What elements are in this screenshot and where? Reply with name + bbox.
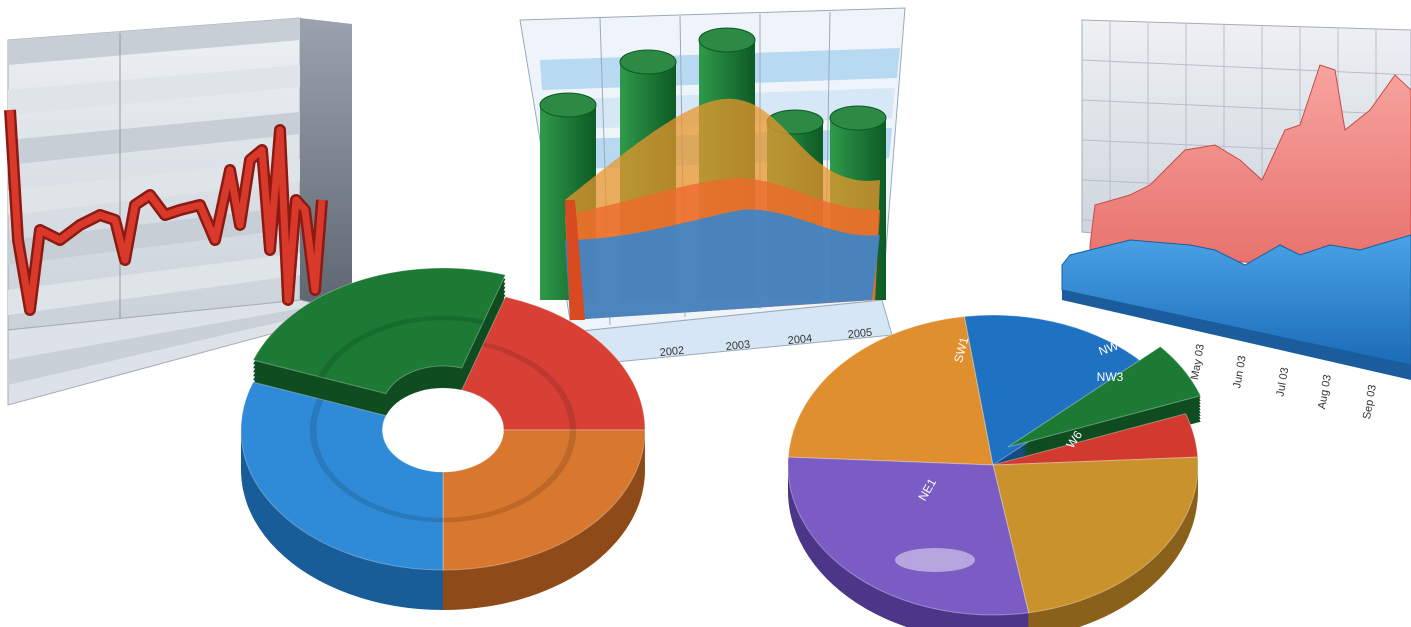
donut-inner-ring (482, 342, 577, 430)
x-tick-label: 2004 (787, 333, 813, 347)
x-tick-label: May 03 (1189, 343, 1207, 381)
x-tick-label: Jun 03 (1231, 355, 1249, 390)
area-edge (565, 200, 585, 320)
wall-stripe (8, 112, 300, 165)
pie-slice (992, 456, 1199, 614)
x-tick-label: 2005 (847, 327, 873, 341)
column-top (539, 92, 597, 118)
floor-stripe (8, 305, 340, 385)
area (565, 209, 880, 320)
line-ribbon (6, 109, 326, 314)
x-tick-label: Jul 03 (1274, 366, 1291, 397)
pie-slice (963, 314, 1147, 466)
grid-line (1081, 59, 1411, 76)
wall-stripe (8, 206, 300, 265)
donut-inner-ring (317, 315, 485, 378)
pie-slice (1007, 346, 1202, 448)
x-tick-label: 2002 (659, 345, 685, 359)
x-tick-label: Aug 03 (1316, 374, 1334, 410)
pie-slice (787, 315, 994, 466)
donut-hole (382, 388, 504, 472)
pie-slice (787, 456, 1030, 616)
slice-label: NW3 (1097, 370, 1124, 384)
pie-slice (992, 413, 1199, 466)
wall-stripe (8, 18, 300, 65)
x-tick-label: Sep 03 (1361, 384, 1379, 420)
donut-segment (252, 267, 507, 395)
highlight (895, 548, 975, 572)
column-top (829, 105, 887, 131)
slice-label: SW1 (951, 335, 971, 364)
wall-stripe (8, 253, 300, 315)
floor (1062, 290, 1411, 380)
wall-stripe (8, 65, 300, 115)
x-tick-label: 2003 (725, 339, 751, 353)
area (1061, 234, 1411, 366)
column-top (698, 27, 756, 53)
column-top (619, 49, 677, 75)
grid-line (1081, 99, 1411, 116)
area (1089, 64, 1411, 276)
